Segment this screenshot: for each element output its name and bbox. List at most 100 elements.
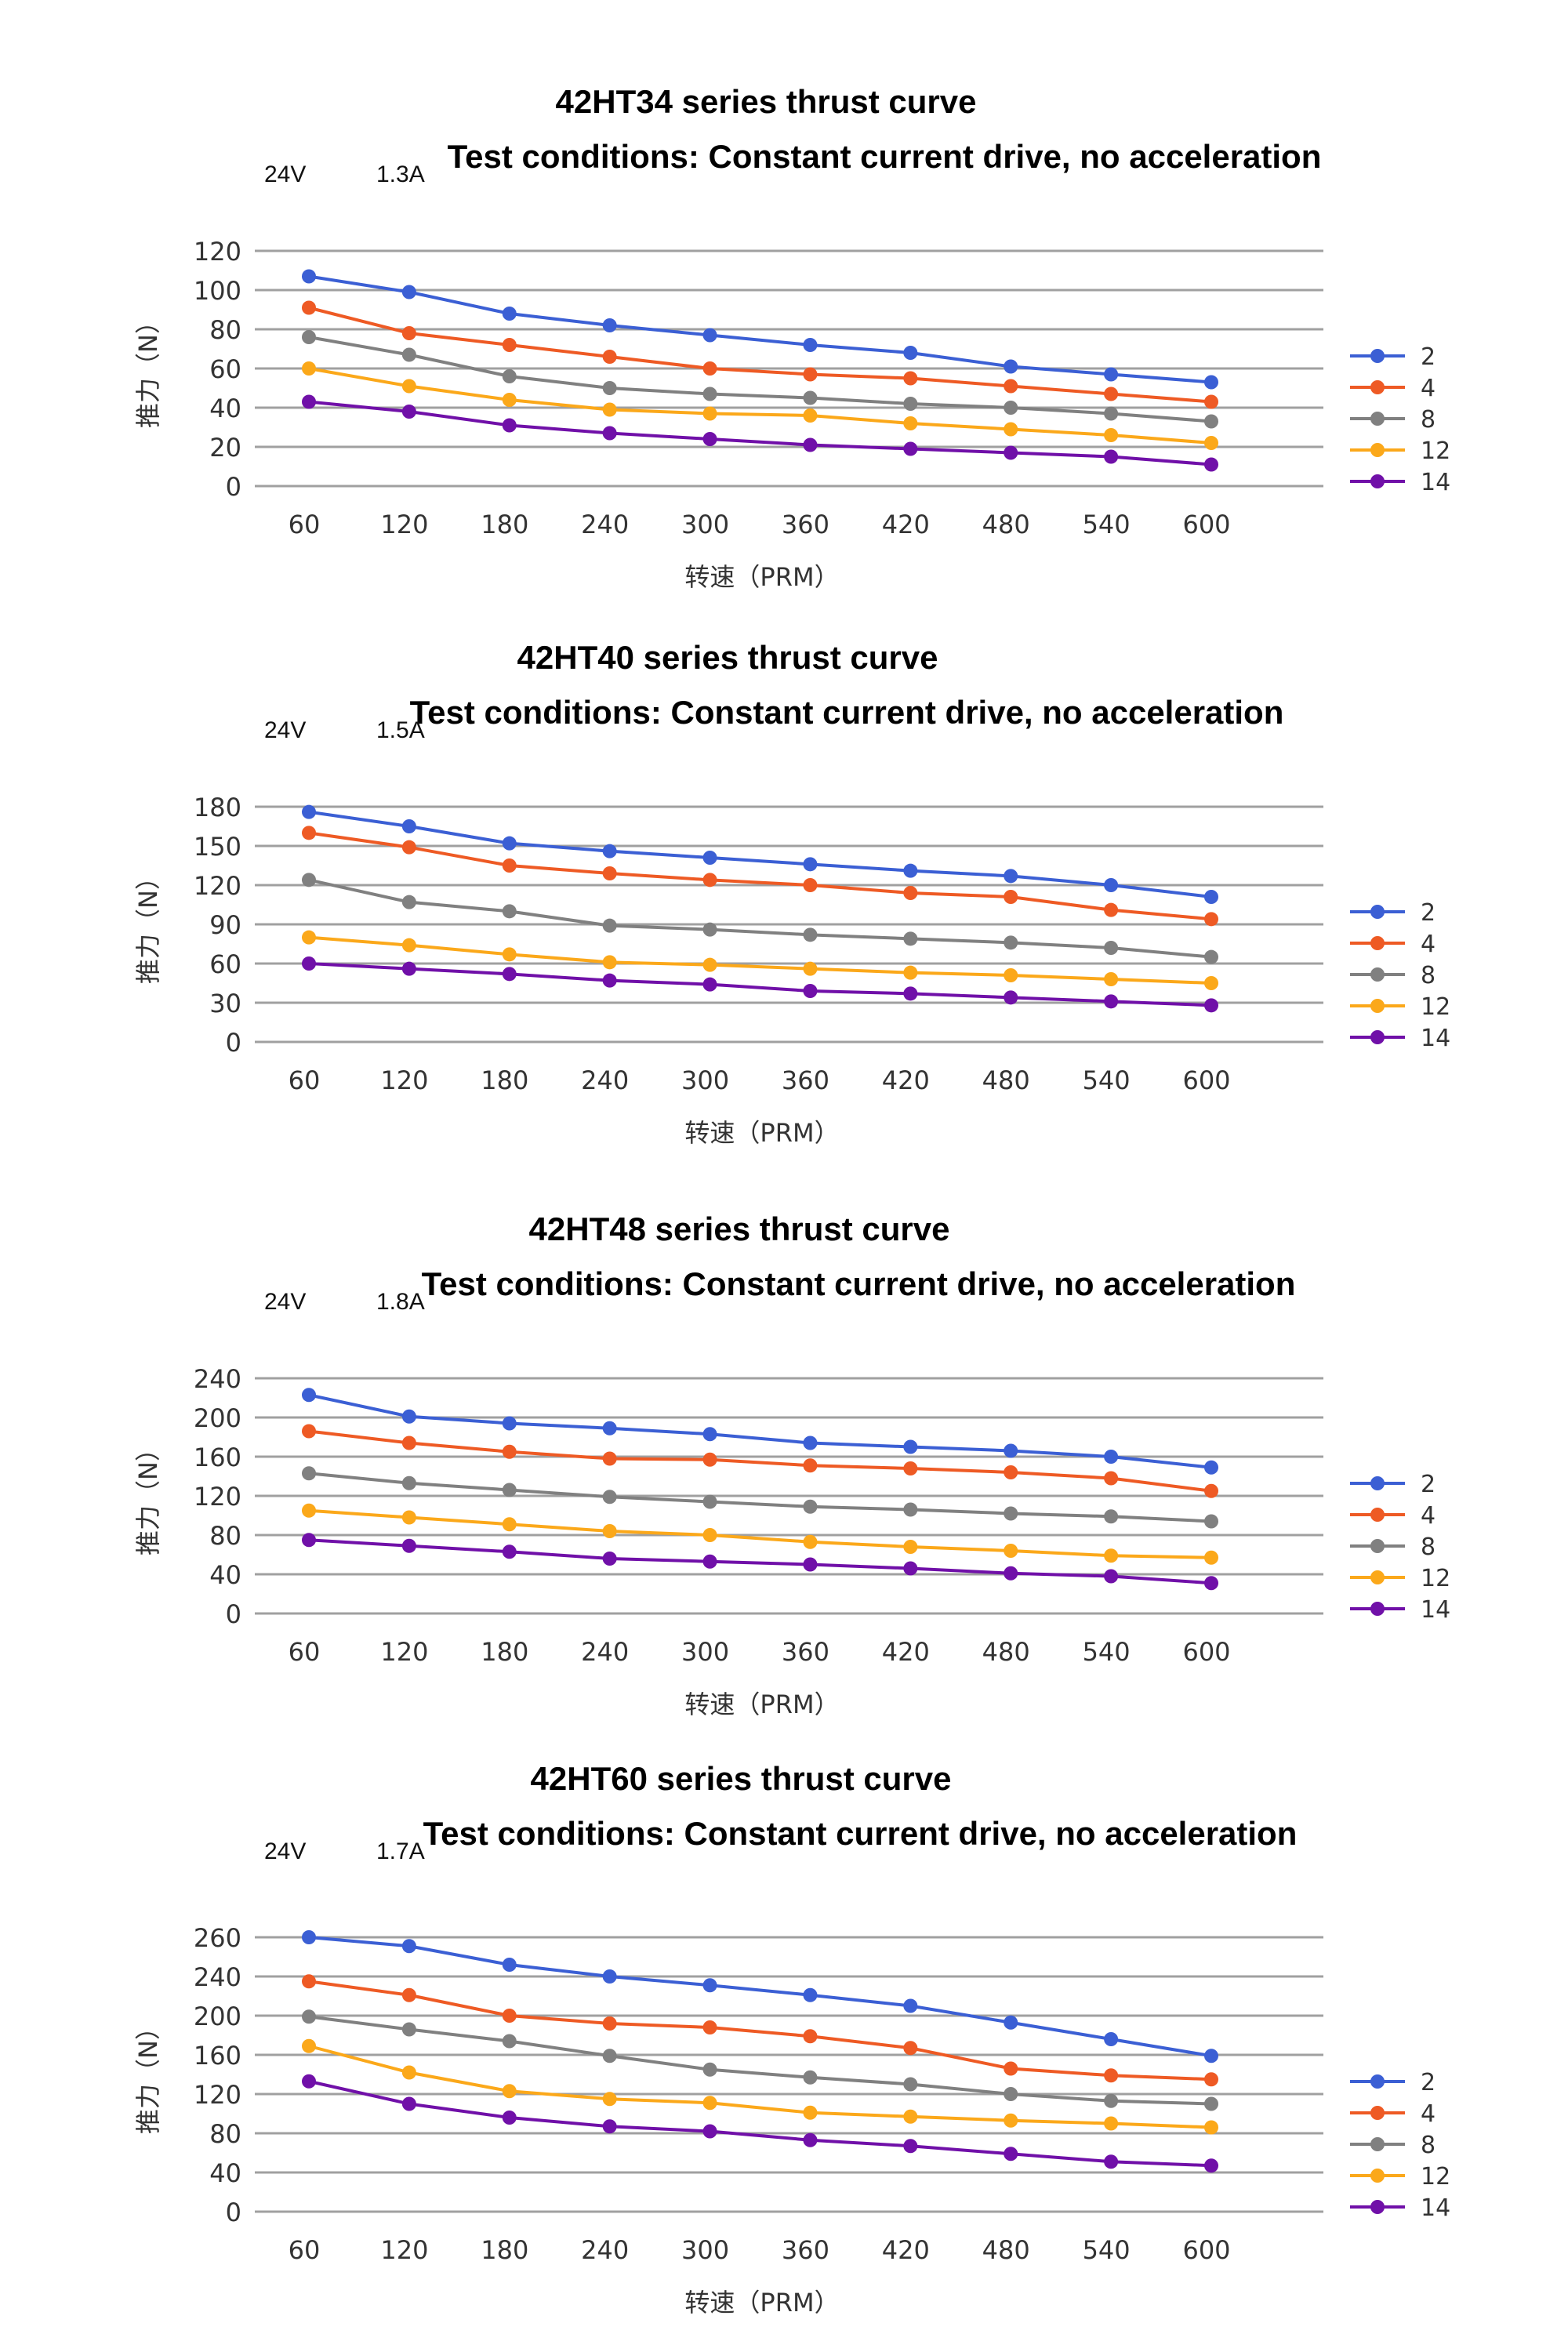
legend-marker [1370, 1508, 1385, 1522]
data-point [1104, 902, 1119, 917]
data-point [903, 346, 918, 360]
data-point [702, 328, 717, 343]
data-point [302, 1533, 316, 1548]
data-point [803, 2070, 818, 2085]
legend-marker [1370, 2074, 1385, 2089]
data-point [401, 1987, 416, 2002]
data-point [1204, 2096, 1218, 2111]
legend-marker [1370, 349, 1385, 363]
legend-marker [1370, 1539, 1385, 1553]
legend-label: 14 [1421, 1596, 1450, 1624]
data-point [602, 2016, 617, 2031]
legend-item: 14 [1350, 469, 1450, 496]
voltage-label: 24V [264, 1289, 307, 1315]
data-point [702, 406, 717, 421]
data-point [1004, 2087, 1018, 2101]
data-point [302, 826, 316, 840]
data-point [1104, 1509, 1119, 1524]
data-point [903, 2077, 918, 2092]
legend-label: 4 [1421, 375, 1436, 402]
data-point [1204, 890, 1218, 904]
legend-item: 8 [1350, 406, 1436, 434]
data-point [1204, 976, 1218, 990]
y-tick-label: 120 [194, 871, 241, 901]
legend-label: 14 [1421, 469, 1450, 496]
data-point [1204, 1514, 1218, 1529]
legend-marker [1370, 2200, 1385, 2214]
data-point [602, 955, 617, 970]
x-tick-label: 180 [481, 1637, 528, 1667]
legend-item: 2 [1350, 2069, 1436, 2096]
voltage-label: 24V [264, 717, 307, 743]
y-tick-label: 40 [209, 1560, 241, 1590]
x-tick-label: 300 [681, 1065, 729, 1095]
legend-item: 12 [1350, 1565, 1450, 1592]
x-tick-label: 540 [1083, 510, 1131, 539]
data-point [1004, 968, 1018, 982]
y-tick-label: 30 [209, 989, 241, 1018]
legend-item: 8 [1350, 2132, 1436, 2159]
data-point [602, 973, 617, 988]
legend-item: 8 [1350, 1534, 1436, 1561]
x-tick-label: 480 [982, 510, 1030, 539]
x-tick-label: 120 [380, 1637, 428, 1667]
legend-label: 4 [1421, 2100, 1436, 2128]
x-tick-label: 540 [1083, 1065, 1131, 1095]
data-point [903, 441, 918, 456]
series-12 [302, 361, 1218, 450]
data-point [702, 432, 717, 446]
y-axis-label: 推力（N） [133, 309, 163, 428]
series-8 [302, 1466, 1218, 1529]
data-point [702, 851, 717, 865]
data-point [803, 338, 818, 352]
legend-label: 14 [1421, 1025, 1450, 1052]
x-tick-label: 300 [681, 510, 729, 539]
legend-label: 2 [1421, 899, 1436, 927]
x-axis-label: 转速（PRM） [684, 2288, 839, 2318]
data-point [1204, 414, 1218, 429]
series-2 [302, 1388, 1218, 1475]
legend-marker [1370, 2106, 1385, 2120]
x-axis-label: 转速（PRM） [684, 1690, 839, 1719]
plot-area: 0 20 40 60 80 100 120 60 120 180 240 300 360 420 480 54… [133, 237, 1450, 592]
data-point [803, 1436, 818, 1450]
data-point [502, 338, 517, 352]
data-point [602, 2049, 617, 2063]
data-point [602, 866, 617, 880]
legend-label: 8 [1421, 2132, 1436, 2159]
y-axis-label: 推力（N） [133, 865, 163, 984]
data-point [502, 904, 517, 919]
data-point [602, 918, 617, 933]
data-point [401, 819, 416, 833]
y-tick-label: 80 [209, 315, 241, 345]
y-axis-label: 推力（N） [133, 1436, 163, 1555]
data-point [702, 2124, 717, 2139]
y-tick-label: 40 [209, 394, 241, 423]
x-tick-label: 420 [882, 2235, 930, 2265]
plot-area: 0 40 80 120 160 200 240 260 60 120 180 240 300 360 420… [133, 1923, 1450, 2318]
x-tick-label: 420 [882, 510, 930, 539]
data-point [602, 2092, 617, 2107]
data-point [903, 1502, 918, 1517]
legend-item: 4 [1350, 2100, 1436, 2128]
data-point [1004, 2147, 1018, 2161]
data-point [1204, 375, 1218, 390]
thrust-chart: 42HT60 series thrust curve Test condition… [0, 1677, 1568, 2318]
data-point [702, 2020, 717, 2034]
data-point [1104, 1548, 1119, 1563]
series-8 [302, 873, 1218, 964]
x-axis-label: 转速（PRM） [684, 1118, 839, 1148]
data-point [1004, 2015, 1018, 2030]
data-point [401, 1510, 416, 1525]
y-tick-label: 120 [194, 2080, 241, 2110]
x-tick-label: 420 [882, 1065, 930, 1095]
x-tick-label: 180 [481, 510, 528, 539]
data-point [502, 1517, 517, 1532]
data-point [1004, 401, 1018, 415]
data-point [702, 361, 717, 376]
data-point [803, 390, 818, 405]
data-point [602, 1524, 617, 1538]
data-point [702, 1494, 717, 1509]
data-point [1104, 941, 1119, 955]
data-point [401, 938, 416, 953]
